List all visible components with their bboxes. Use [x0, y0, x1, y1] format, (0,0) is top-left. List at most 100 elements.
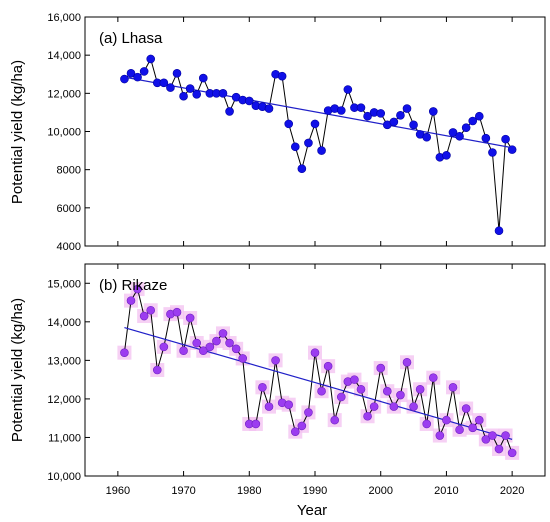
data-point-rikaze: [133, 284, 142, 294]
data-point-rikaze: [218, 329, 228, 338]
y-tick-label-rikaze: 14,000: [47, 317, 81, 329]
data-point-rikaze: [507, 448, 517, 458]
y-tick-label-lhasa: 10,000: [47, 127, 81, 139]
y-axis-title: Potential yield (kg/ha): [9, 60, 26, 204]
data-point-lhasa: [172, 68, 182, 78]
data-point-lhasa: [304, 138, 313, 148]
data-point-rikaze: [468, 423, 478, 433]
data-point-lhasa: [376, 109, 386, 118]
y-tick-label-rikaze: 10,000: [47, 471, 81, 483]
data-point-rikaze: [442, 415, 451, 425]
data-point-lhasa: [356, 103, 366, 112]
data-point-lhasa: [179, 91, 188, 101]
data-point-rikaze: [363, 411, 372, 421]
data-point-lhasa: [120, 74, 129, 84]
series-line-lhasa: [124, 57, 513, 231]
y-tick-label-rikaze: 11,000: [48, 432, 81, 444]
data-point-lhasa: [481, 133, 491, 143]
data-point-lhasa: [297, 164, 307, 174]
data-point-rikaze: [120, 348, 129, 357]
data-point-rikaze: [225, 338, 234, 348]
data-point-rikaze: [435, 431, 445, 440]
x-tick-label: 1990: [303, 485, 327, 497]
y-tick-label-rikaze: 12,000: [47, 394, 81, 406]
panel-label-lhasa: (a) Lhasa: [99, 30, 163, 47]
data-point-rikaze: [264, 402, 274, 411]
y-tick-label-lhasa: 4000: [57, 241, 81, 253]
data-point-lhasa: [133, 72, 142, 82]
data-point-lhasa: [310, 119, 320, 129]
data-point-lhasa: [225, 107, 234, 116]
data-point-lhasa: [139, 67, 149, 76]
data-point-lhasa: [198, 73, 208, 83]
data-point-rikaze: [159, 342, 169, 352]
x-axis-title: Year: [297, 502, 327, 519]
data-point-rikaze: [317, 386, 326, 396]
data-point-rikaze: [402, 357, 412, 367]
data-point-rikaze: [382, 386, 392, 396]
data-point-rikaze: [304, 408, 313, 417]
panels: 4000 6000 8000 10,000 12,000 14,000 16,000 (a) …: [47, 12, 546, 497]
data-point-lhasa: [402, 104, 412, 113]
data-point-lhasa: [442, 151, 451, 160]
data-point-rikaze: [290, 427, 300, 436]
data-point-rikaze: [474, 415, 484, 425]
data-point-lhasa: [343, 85, 353, 94]
data-point-rikaze: [389, 402, 399, 411]
data-point-rikaze: [448, 383, 458, 392]
data-point-rikaze: [212, 336, 221, 346]
data-point-rikaze: [455, 425, 464, 435]
x-tick-label: 1970: [171, 485, 195, 497]
data-point-rikaze: [192, 338, 202, 348]
data-point-rikaze: [185, 313, 195, 323]
data-point-rikaze: [238, 354, 248, 363]
y-tick-label-lhasa: 14,000: [47, 50, 81, 62]
data-point-lhasa: [244, 96, 254, 106]
data-point-lhasa: [488, 148, 497, 157]
x-tick-label: 2010: [434, 485, 458, 497]
x-tick-label: 2020: [500, 485, 524, 497]
data-point-rikaze: [152, 365, 162, 375]
data-point-rikaze: [198, 346, 208, 356]
data-point-rikaze: [126, 296, 136, 305]
panel-label-rikaze: (b) Rikaze: [99, 277, 167, 294]
data-point-rikaze: [139, 311, 149, 321]
data-point-rikaze: [336, 392, 346, 402]
y-tick-label-lhasa: 16,000: [47, 12, 81, 24]
panel-rikaze: 10,000 11,000 12,000 13,000 14,000 15,000 1960…: [47, 263, 546, 497]
data-point-rikaze: [258, 383, 267, 392]
data-point-lhasa: [317, 146, 326, 155]
data-point-rikaze: [350, 375, 359, 384]
plot-frame-lhasa: [84, 16, 546, 247]
data-point-rikaze: [356, 384, 366, 394]
y-tick-label-rikaze: 13,000: [47, 355, 81, 367]
data-point-rikaze: [323, 361, 333, 371]
data-point-rikaze: [284, 400, 294, 409]
data-point-rikaze: [396, 390, 405, 400]
data-point-rikaze: [461, 404, 471, 413]
data-point-lhasa: [126, 68, 136, 78]
data-point-lhasa: [494, 226, 504, 236]
data-point-lhasa: [455, 131, 464, 141]
data-point-rikaze: [330, 415, 340, 425]
data-point-lhasa: [284, 119, 294, 129]
data-point-lhasa: [218, 89, 228, 98]
data-point-lhasa: [409, 120, 418, 130]
data-point-lhasa: [159, 78, 169, 88]
data-point-lhasa: [422, 132, 432, 142]
data-point-lhasa: [461, 123, 471, 132]
data-point-rikaze: [310, 348, 320, 357]
y-tick-label-lhasa: 12,000: [47, 88, 81, 100]
data-point-lhasa: [501, 134, 510, 144]
series-line-rikaze: [123, 287, 513, 454]
data-point-rikaze: [369, 402, 379, 411]
data-point-lhasa: [336, 106, 346, 115]
data-point-rikaze: [297, 421, 307, 431]
data-point-lhasa: [474, 111, 484, 121]
data-point-rikaze: [488, 431, 497, 440]
data-point-lhasa: [166, 83, 175, 92]
y-axis-title-b: Potential yield (kg/ha): [9, 298, 26, 442]
data-point-rikaze: [376, 363, 386, 373]
data-point-lhasa: [146, 54, 156, 64]
